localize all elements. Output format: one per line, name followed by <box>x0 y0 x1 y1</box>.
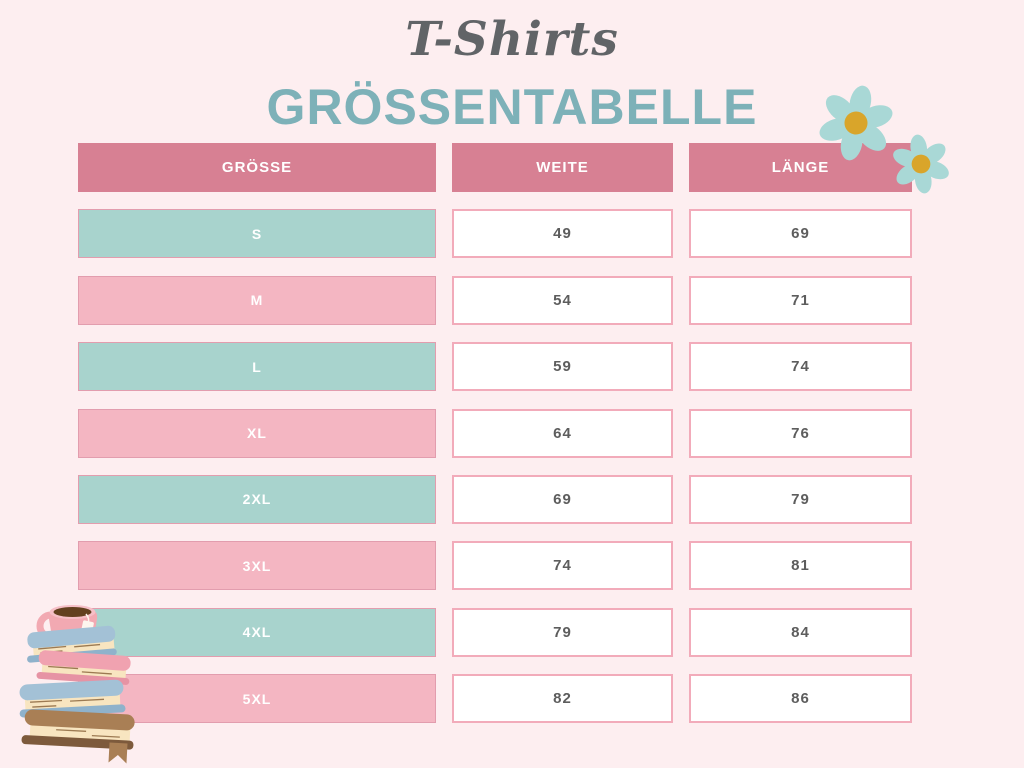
size-table: GRÖSSE WEITE LÄNGE S 49 69 M 54 71 L 59 … <box>78 143 912 724</box>
laenge-cell: 76 <box>689 408 912 458</box>
laenge-cell: 81 <box>689 541 912 591</box>
column-header-laenge: LÄNGE <box>689 143 912 192</box>
size-cell: 2XL <box>78 474 436 524</box>
title-script: T-Shirts <box>405 12 619 67</box>
size-cell: 3XL <box>78 541 436 591</box>
size-cell: 5XL <box>78 674 436 724</box>
laenge-cell: 71 <box>689 275 912 325</box>
weite-cell: 59 <box>452 342 673 392</box>
weite-cell: 54 <box>452 275 673 325</box>
laenge-cell: 79 <box>689 474 912 524</box>
size-cell: L <box>78 342 436 392</box>
size-cell: M <box>78 275 436 325</box>
weite-cell: 69 <box>452 474 673 524</box>
weite-cell: 79 <box>452 607 673 657</box>
size-cell: XL <box>78 408 436 458</box>
page-title: GRÖSSENTABELLE <box>266 79 758 135</box>
weite-cell: 74 <box>452 541 673 591</box>
laenge-cell: 84 <box>689 607 912 657</box>
weite-cell: 64 <box>452 408 673 458</box>
weite-cell: 49 <box>452 209 673 259</box>
weite-cell: 82 <box>452 674 673 724</box>
laenge-cell: 74 <box>689 342 912 392</box>
size-cell: 4XL <box>78 607 436 657</box>
laenge-cell: 86 <box>689 674 912 724</box>
laenge-cell: 69 <box>689 209 912 259</box>
column-header-groesse: GRÖSSE <box>78 143 436 192</box>
column-header-weite: WEITE <box>452 143 673 192</box>
size-cell: S <box>78 209 436 259</box>
